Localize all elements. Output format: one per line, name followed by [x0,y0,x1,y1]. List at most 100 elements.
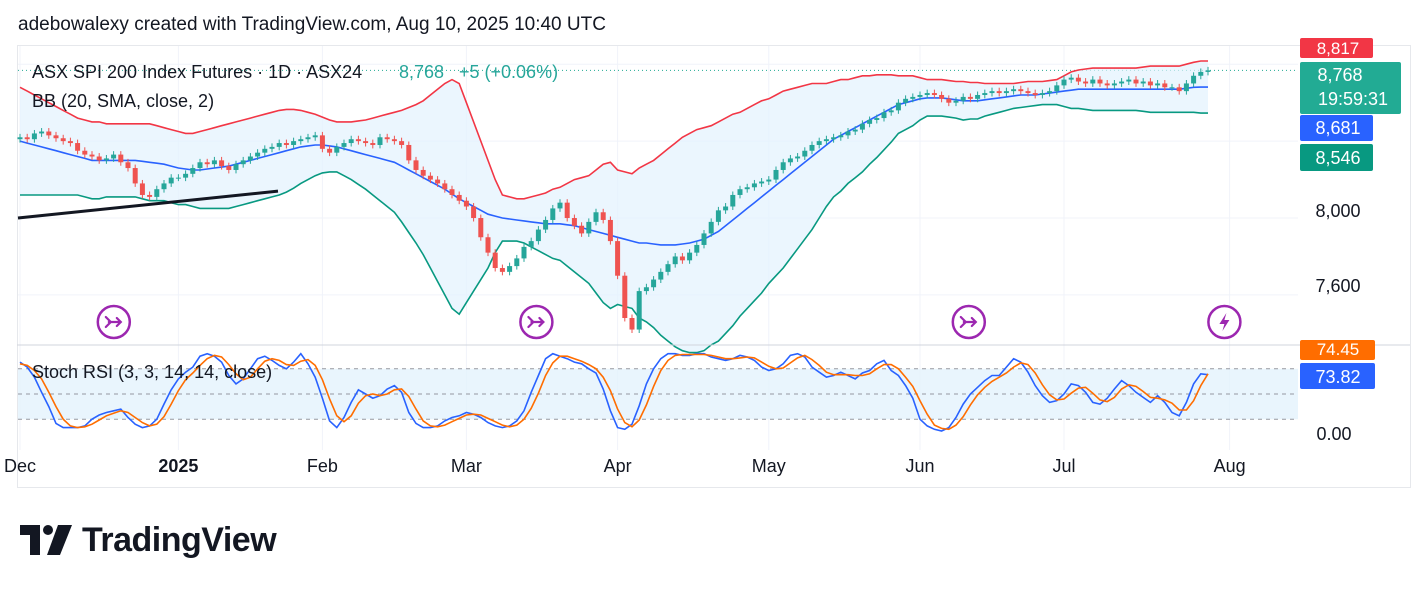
candle[interactable] [535,226,541,245]
candle[interactable] [780,158,786,174]
candle[interactable] [1176,83,1182,95]
candle[interactable] [370,139,376,149]
candle[interactable] [312,131,318,141]
candle[interactable] [1183,79,1189,95]
candle[interactable] [888,106,894,116]
candle[interactable] [665,260,671,276]
candle[interactable] [982,89,988,99]
candle[interactable] [795,153,801,162]
candle[interactable] [787,154,793,166]
candle[interactable] [118,151,124,166]
candle[interactable] [708,218,714,237]
candle[interactable] [427,172,433,184]
candle[interactable] [1147,78,1153,89]
candle[interactable] [442,179,448,193]
candle[interactable] [823,135,829,145]
candle[interactable] [507,262,513,276]
candle[interactable] [75,139,81,155]
candle[interactable] [607,216,613,245]
candle[interactable] [478,214,484,241]
candle[interactable] [679,253,685,264]
chart-canvas[interactable]: Dec 2025 Feb Mar Apr May Jun Jul Aug ASX SPI 200… [0,0,1428,500]
candle[interactable] [139,179,145,199]
candle[interactable] [687,249,693,264]
candle[interactable] [831,133,837,143]
candle[interactable] [53,131,59,142]
candle[interactable] [543,216,549,234]
candle[interactable] [147,191,153,201]
candle[interactable] [744,183,750,193]
candle[interactable] [874,114,880,124]
candle[interactable] [1061,76,1067,89]
candle[interactable] [1032,89,1038,99]
candle[interactable] [773,166,779,184]
candle[interactable] [255,149,261,160]
candles[interactable] [17,66,1211,334]
candle[interactable] [341,139,347,151]
candle[interactable] [521,243,527,262]
event-markers[interactable] [96,304,1242,340]
candle[interactable] [247,153,253,164]
candle[interactable] [103,154,109,164]
candle[interactable] [1018,85,1024,95]
candle[interactable] [643,283,649,295]
candle[interactable] [60,134,66,145]
candle[interactable] [39,128,45,137]
candle[interactable] [1054,81,1060,95]
candle[interactable] [499,264,505,276]
candle[interactable] [355,135,361,145]
candle[interactable] [1097,76,1103,87]
candle[interactable] [219,156,225,170]
candle[interactable] [197,158,203,172]
chart-frame[interactable] [17,45,1411,488]
candle[interactable] [694,241,700,257]
candle[interactable] [485,233,491,257]
candle[interactable] [939,91,945,103]
candle[interactable] [46,128,52,139]
candle[interactable] [399,137,405,149]
candle[interactable] [334,143,340,157]
candle[interactable] [168,174,174,187]
candle[interactable] [233,160,239,174]
candle[interactable] [298,135,304,145]
candle[interactable] [845,128,851,139]
candle[interactable] [1140,78,1146,87]
candle[interactable] [564,199,570,222]
candle[interactable] [960,93,966,105]
candle[interactable] [1075,74,1081,85]
candle[interactable] [924,89,930,99]
candle[interactable] [715,206,721,226]
candle[interactable] [420,166,426,180]
candle[interactable] [125,158,131,172]
candle[interactable] [211,156,217,168]
candle[interactable] [838,131,844,141]
candle[interactable] [859,120,865,134]
candle[interactable] [903,95,909,107]
candle[interactable] [593,208,599,226]
candle[interactable] [190,164,196,178]
candle[interactable] [1090,76,1096,87]
candle[interactable] [1133,76,1139,87]
candle[interactable] [867,116,873,128]
candle[interactable] [1003,87,1009,97]
candle[interactable] [456,191,462,205]
candle[interactable] [1205,66,1211,76]
candle[interactable] [391,135,397,145]
candle[interactable] [996,87,1002,97]
candle[interactable] [96,153,102,164]
candle[interactable] [586,218,592,237]
symbol-label[interactable]: ASX SPI 200 Index Futures · 1D · ASX24 [32,62,362,82]
candle[interactable] [1198,68,1204,80]
candle[interactable] [852,126,858,135]
candle[interactable] [175,174,181,182]
candle[interactable] [384,133,390,143]
candle[interactable] [31,129,37,143]
candle[interactable] [269,143,275,153]
candle[interactable] [89,151,95,160]
candle[interactable] [305,133,311,143]
candle[interactable] [917,91,923,101]
candle[interactable] [406,141,412,164]
dividend-arrow-icon[interactable] [519,304,554,340]
dividend-arrow-icon[interactable] [951,304,987,340]
candle[interactable] [895,99,901,114]
